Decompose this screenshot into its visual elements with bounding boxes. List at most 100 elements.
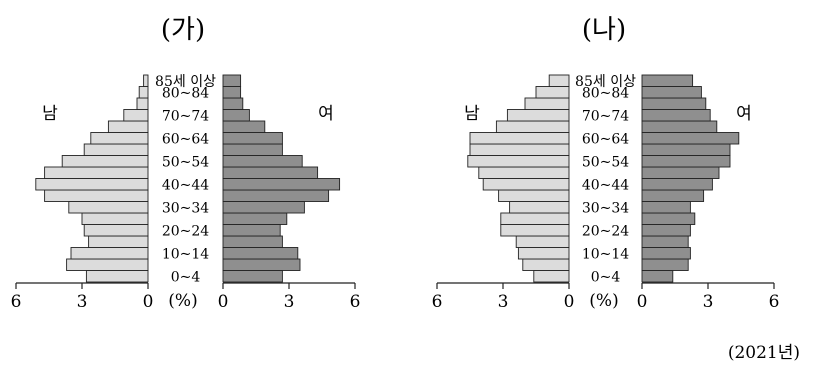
male-bar-50~54 bbox=[61, 155, 149, 168]
male-bar-10~14 bbox=[517, 247, 570, 260]
female-bar-35~39 bbox=[222, 189, 330, 202]
male-bar-75~79 bbox=[136, 97, 149, 110]
age-label: 40~44 bbox=[162, 177, 209, 193]
female-bar-40~44 bbox=[222, 178, 341, 191]
male-bar-0~4 bbox=[533, 270, 570, 283]
tick-label: 3 bbox=[77, 292, 88, 312]
axis-unit-label: (%) bbox=[589, 291, 618, 311]
male-bar-65~69 bbox=[107, 120, 149, 133]
male-bar-60~64 bbox=[469, 132, 570, 145]
male-bar-30~34 bbox=[68, 201, 149, 214]
age-label: 80~84 bbox=[162, 85, 209, 101]
tick-label: 0 bbox=[564, 292, 575, 312]
male-label: 남 bbox=[464, 104, 480, 124]
female-bar-35~39 bbox=[641, 189, 705, 202]
pyramid-title: (가) bbox=[161, 15, 205, 45]
female-bar-20~24 bbox=[222, 224, 281, 237]
female-bar-0~4 bbox=[641, 270, 674, 283]
male-bar-35~39 bbox=[498, 189, 570, 202]
male-bar-85세 이상 bbox=[143, 74, 149, 87]
age-label: 30~34 bbox=[582, 200, 629, 216]
male-bar-75~79 bbox=[524, 97, 570, 110]
age-label: 70~74 bbox=[162, 108, 209, 124]
age-label: 50~54 bbox=[162, 154, 209, 170]
female-bar-25~29 bbox=[641, 212, 696, 225]
female-bar-45~49 bbox=[641, 166, 720, 179]
axis-unit-label: (%) bbox=[168, 291, 197, 311]
tick-label: 6 bbox=[769, 292, 780, 312]
male-bar-20~24 bbox=[500, 224, 570, 237]
female-bar-70~74 bbox=[222, 109, 250, 122]
male-bar-45~49 bbox=[478, 166, 570, 179]
male-bar-15~19 bbox=[515, 235, 570, 248]
male-bar-35~39 bbox=[44, 189, 149, 202]
female-bar-55~59 bbox=[222, 143, 283, 156]
age-label: 10~14 bbox=[582, 246, 629, 262]
age-label: 0~4 bbox=[171, 269, 201, 285]
female-bar-30~34 bbox=[222, 201, 305, 214]
female-bar-55~59 bbox=[641, 143, 731, 156]
male-bar-30~34 bbox=[509, 201, 570, 214]
female-bar-50~54 bbox=[222, 155, 303, 168]
male-bar-25~29 bbox=[81, 212, 149, 225]
female-bar-15~19 bbox=[222, 235, 283, 248]
female-bar-75~79 bbox=[641, 97, 707, 110]
year-label: (2021년) bbox=[728, 343, 800, 363]
male-bar-80~84 bbox=[138, 86, 149, 99]
male-bar-65~69 bbox=[495, 120, 570, 133]
male-bar-45~49 bbox=[44, 166, 149, 179]
pyramid-title: (나) bbox=[582, 15, 626, 45]
male-bar-25~29 bbox=[500, 212, 570, 225]
tick-label: 3 bbox=[703, 292, 714, 312]
age-label: 70~74 bbox=[582, 108, 629, 124]
female-bar-30~34 bbox=[641, 201, 691, 214]
female-bar-20~24 bbox=[641, 224, 691, 237]
female-bar-85세 이상 bbox=[641, 74, 694, 87]
male-bar-10~14 bbox=[70, 247, 149, 260]
female-label: 여 bbox=[318, 104, 334, 124]
female-bar-60~64 bbox=[222, 132, 283, 145]
male-bar-40~44 bbox=[482, 178, 570, 191]
male-bar-20~24 bbox=[83, 224, 149, 237]
tick-label: 3 bbox=[498, 292, 509, 312]
female-bar-65~69 bbox=[222, 120, 266, 133]
age-label: 85세 이상 bbox=[575, 74, 636, 90]
age-label: 85세 이상 bbox=[155, 74, 216, 90]
female-bar-65~69 bbox=[641, 120, 718, 133]
tick-label: 0 bbox=[218, 292, 229, 312]
pyramid-na: (나) 남 여 (%) 0~4 10~14 20~24 30~34 40~44 50~54… bbox=[432, 15, 780, 312]
male-bar-80~84 bbox=[535, 86, 570, 99]
female-bar-75~79 bbox=[222, 97, 244, 110]
male-bar-40~44 bbox=[35, 178, 149, 191]
age-label: 60~64 bbox=[162, 131, 209, 147]
age-label: 20~24 bbox=[582, 223, 629, 239]
age-label: 30~34 bbox=[162, 200, 209, 216]
female-label: 여 bbox=[736, 104, 752, 124]
female-bar-85세 이상 bbox=[222, 74, 242, 87]
tick-label: 6 bbox=[432, 292, 443, 312]
male-bar-5~9 bbox=[522, 258, 570, 271]
male-bar-15~19 bbox=[88, 235, 149, 248]
age-label: 40~44 bbox=[582, 177, 629, 193]
female-bar-15~19 bbox=[641, 235, 689, 248]
age-label: 10~14 bbox=[162, 246, 209, 262]
female-bar-70~74 bbox=[641, 109, 711, 122]
male-bar-50~54 bbox=[467, 155, 570, 168]
male-bar-70~74 bbox=[123, 109, 149, 122]
tick-label: 0 bbox=[637, 292, 648, 312]
age-label: 50~54 bbox=[582, 154, 629, 170]
male-bar-5~9 bbox=[66, 258, 149, 271]
pyramid-ga: (가) 남 여 (%) 0~4 10~14 20~24 30~34 40~44 50~54… bbox=[11, 15, 361, 312]
tick-label: 3 bbox=[284, 292, 295, 312]
tick-label: 6 bbox=[11, 292, 22, 312]
male-bar-55~59 bbox=[83, 143, 149, 156]
female-bar-25~29 bbox=[222, 212, 288, 225]
female-bar-10~14 bbox=[222, 247, 299, 260]
male-bar-85세 이상 bbox=[548, 74, 570, 87]
female-bar-60~64 bbox=[641, 132, 740, 145]
female-bar-45~49 bbox=[222, 166, 319, 179]
female-bar-10~14 bbox=[641, 247, 691, 260]
male-bar-0~4 bbox=[85, 270, 149, 283]
female-bar-0~4 bbox=[222, 270, 283, 283]
